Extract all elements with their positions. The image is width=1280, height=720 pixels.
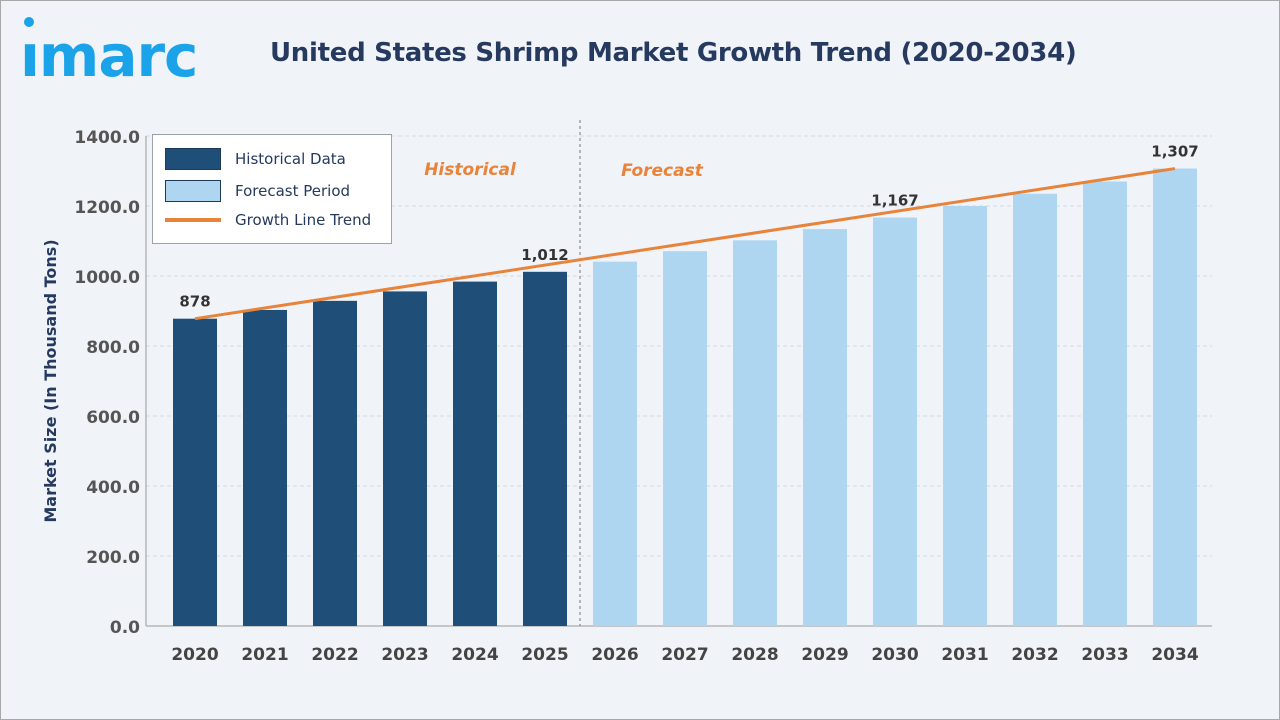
x-tick-label: 2033 — [1081, 645, 1128, 665]
x-tick-label: 2023 — [381, 645, 428, 665]
bar-2028 — [733, 240, 777, 627]
region-label-forecast: Forecast — [621, 161, 704, 181]
x-tick-label: 2028 — [731, 645, 778, 665]
legend-swatch-historical — [165, 148, 221, 170]
svg-text:ımarc: ımarc — [20, 22, 197, 84]
y-tick-label: 1000.0 — [74, 268, 140, 288]
y-tick-label: 400.0 — [86, 478, 140, 498]
legend-swatch-trend — [165, 218, 221, 222]
bar-2030 — [873, 217, 917, 627]
y-tick-label: 200.0 — [86, 548, 140, 568]
growth-trend-line — [194, 167, 1176, 321]
legend-item-forecast: Forecast Period — [165, 180, 350, 202]
legend-item-trend: Growth Line Trend — [165, 211, 371, 229]
data-label: 1,167 — [871, 192, 918, 210]
legend-swatch-forecast — [165, 180, 221, 202]
x-tick-label: 2026 — [591, 645, 638, 665]
x-tick-label: 2029 — [801, 645, 848, 665]
x-tick-label: 2034 — [1151, 645, 1198, 665]
x-tick-label: 2020 — [171, 645, 218, 665]
bar-2029 — [803, 229, 847, 626]
y-axis-label: Market Size (In Thousand Tons) — [41, 239, 60, 522]
y-tick-label: 800.0 — [86, 338, 140, 358]
y-tick-label: 1400.0 — [74, 128, 140, 148]
bar-2031 — [943, 206, 987, 626]
legend-label: Historical Data — [235, 150, 346, 168]
data-label: 1,307 — [1151, 143, 1198, 161]
x-tick-label: 2031 — [941, 645, 988, 665]
legend-item-historical: Historical Data — [165, 148, 346, 170]
y-tick-label: 600.0 — [86, 408, 140, 428]
data-label: 878 — [179, 293, 210, 311]
region-label-historical: Historical — [424, 160, 517, 180]
y-tick-label: 0.0 — [110, 618, 140, 638]
bar-2020 — [173, 318, 217, 626]
y-tick-label: 1200.0 — [74, 198, 140, 218]
x-tick-label: 2025 — [521, 645, 568, 665]
bar-2021 — [243, 309, 287, 626]
legend: Historical Data Forecast Period Growth L… — [152, 134, 392, 244]
legend-label: Forecast Period — [235, 182, 351, 200]
x-tick-label: 2027 — [661, 645, 708, 665]
bar-2025 — [523, 271, 567, 626]
bar-2022 — [313, 300, 357, 626]
imarc-logo: ımarc — [20, 17, 198, 84]
bar-2024 — [453, 281, 497, 626]
bar-2034 — [1153, 168, 1197, 627]
legend-label: Growth Line Trend — [235, 211, 372, 229]
data-label: 1,012 — [521, 246, 568, 264]
x-tick-label: 2021 — [241, 645, 288, 665]
x-tick-label: 2030 — [871, 645, 918, 665]
bar-2032 — [1013, 193, 1057, 626]
x-tick-label: 2032 — [1011, 645, 1058, 665]
chart-title: United States Shrimp Market Growth Trend… — [270, 38, 1077, 68]
x-tick-label: 2024 — [451, 645, 498, 665]
bar-2023 — [383, 291, 427, 626]
bar-2033 — [1083, 181, 1127, 626]
bar-2026 — [593, 261, 637, 626]
bar-2027 — [663, 251, 707, 626]
x-tick-label: 2022 — [311, 645, 358, 665]
